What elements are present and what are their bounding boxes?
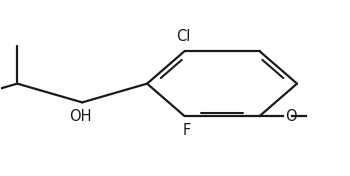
Text: F: F [182, 123, 190, 138]
Text: Cl: Cl [176, 30, 190, 45]
Text: O: O [285, 109, 296, 124]
Text: OH: OH [69, 109, 92, 124]
